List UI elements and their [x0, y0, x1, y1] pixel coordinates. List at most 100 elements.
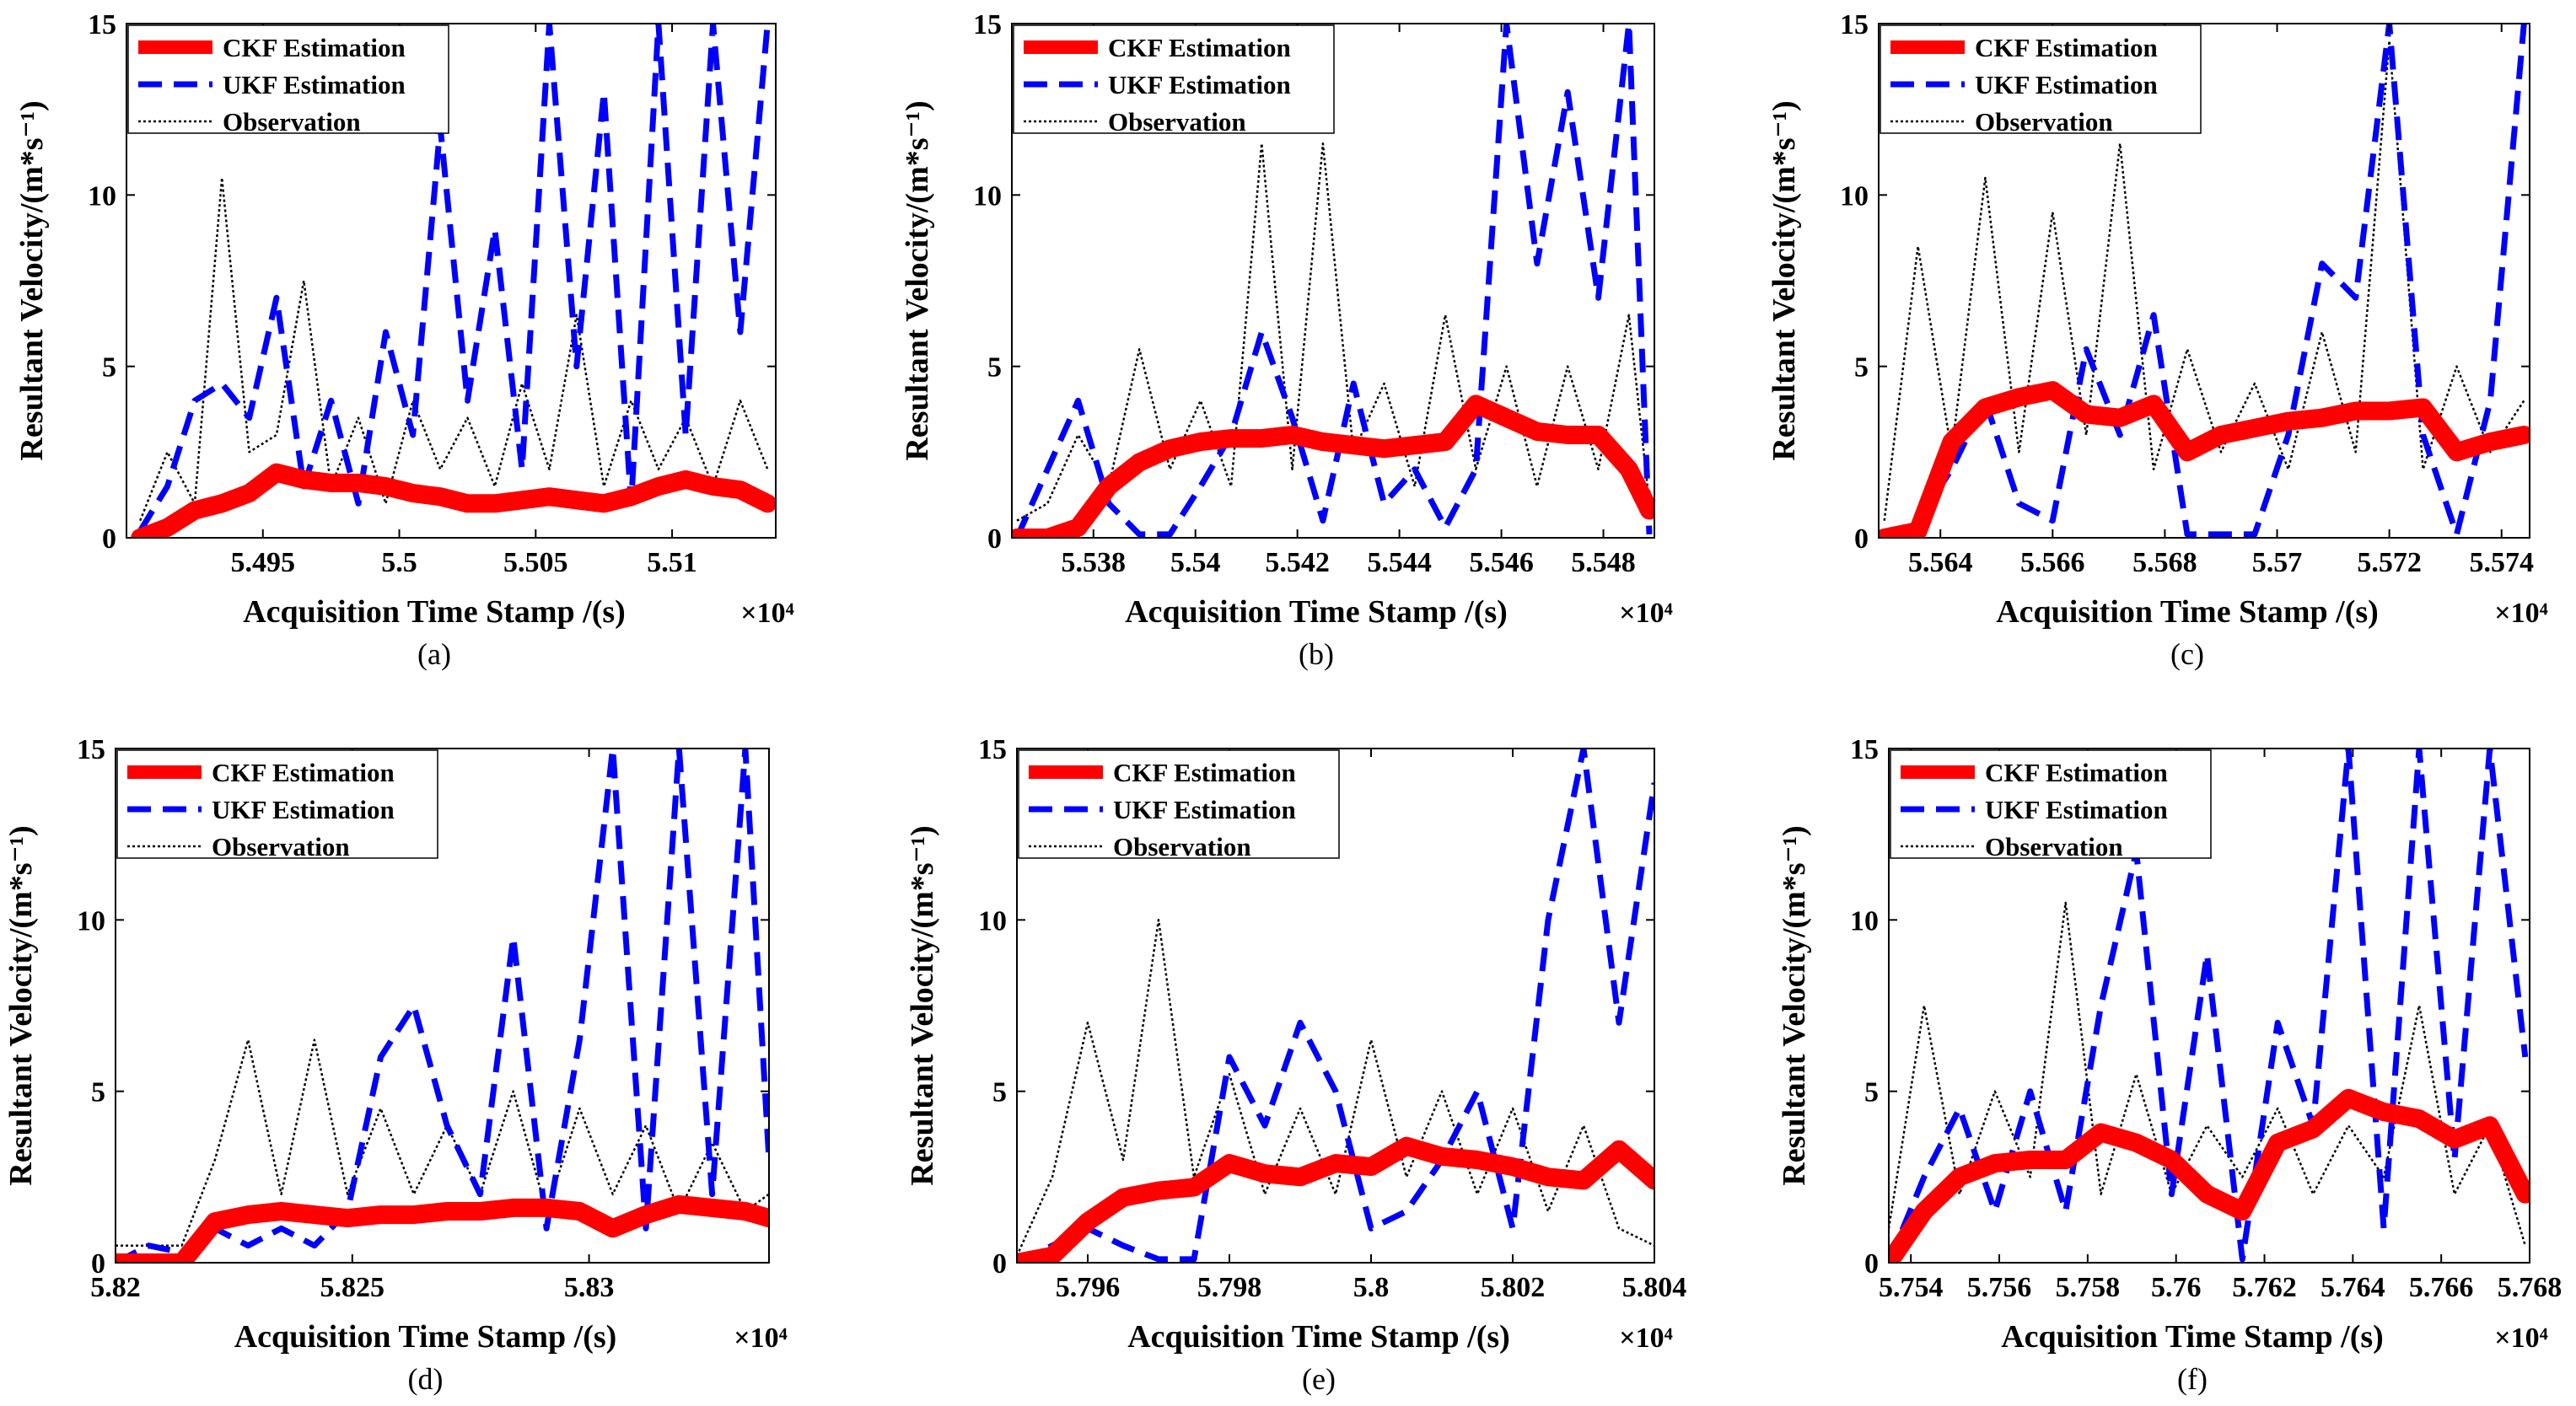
y-tick-label: 15: [77, 734, 105, 765]
x-axis-label: Acquisition Time Stamp /(s): [1127, 1319, 1510, 1355]
x-tick-label: 5.574: [2469, 547, 2534, 578]
legend-label-ckf: CKF Estimation: [1108, 33, 1291, 62]
panel-caption: (e): [1302, 1362, 1336, 1396]
y-tick-label: 5: [102, 352, 116, 384]
x-tick-label: 5.548: [1571, 547, 1636, 578]
legend-label-ukf: UKF Estimation: [1113, 795, 1296, 824]
x-tick-label: 5.764: [2321, 1272, 2385, 1303]
legend-label-ukf: UKF Estimation: [223, 70, 406, 99]
y-tick-label: 5: [987, 352, 1002, 384]
x-tick-label: 5.796: [1056, 1272, 1121, 1303]
series-line-ckf: [1879, 381, 2530, 538]
x-tick-label: 5.768: [2498, 1272, 2563, 1303]
y-tick-label: 5: [1864, 1077, 1879, 1108]
legend-label-observation: Observation: [223, 107, 361, 137]
x-exponent-label: ×10⁴: [2494, 1323, 2548, 1354]
chart-panel-a: 5.495 5.5 5.505 5.51 0 5 10 15 Acquisition Time …: [14, 9, 794, 671]
panel-caption: (a): [417, 637, 451, 671]
legend-label-observation: Observation: [1975, 107, 2113, 137]
x-tick-label: 5.572: [2357, 547, 2422, 578]
x-exponent-label: ×10⁴: [1619, 598, 1673, 629]
series-line-ckf: [116, 1194, 769, 1263]
legend-label-observation: Observation: [1985, 832, 2123, 861]
x-tick-label: 5.542: [1265, 547, 1330, 578]
x-tick-label: 5.76: [2151, 1272, 2202, 1303]
series-group: [1017, 749, 1654, 1263]
y-tick-label: 10: [978, 905, 1007, 936]
series-line-ukf: [116, 749, 769, 1263]
y-axis-label: Resultant Velocity/(m*s⁻¹): [1777, 825, 1812, 1185]
y-tick-label: 10: [1840, 180, 1869, 212]
x-exponent-label: ×10⁴: [1619, 1323, 1673, 1354]
y-tick-label: 5: [1854, 352, 1869, 384]
series-line-ckf: [1017, 1136, 1654, 1263]
x-tick-label: 5.825: [320, 1272, 385, 1303]
y-tick-label: 5: [992, 1077, 1007, 1108]
x-axis-label: Acquisition Time Stamp /(s): [1125, 594, 1508, 630]
x-tick-label: 5.5: [381, 547, 417, 578]
x-tick-label: 5.798: [1197, 1272, 1262, 1303]
y-tick-label: 15: [973, 9, 1002, 40]
x-axis-label: Acquisition Time Stamp /(s): [234, 1319, 617, 1355]
panel-caption: (b): [1299, 637, 1334, 671]
chart-panel-f: 5.754 5.756 5.758 5.76 5.762 5.764 5.766 5.768 0…: [1777, 734, 2562, 1396]
y-tick-label: 0: [987, 523, 1002, 555]
legend-label-ukf: UKF Estimation: [212, 795, 395, 824]
legend-label-ukf: UKF Estimation: [1975, 70, 2158, 99]
y-axis-label: Resultant Velocity/(m*s⁻¹): [14, 100, 50, 460]
series-line-ukf: [1883, 24, 2527, 538]
x-tick-label: 5.83: [564, 1272, 615, 1303]
y-tick-label: 10: [1850, 905, 1879, 936]
legend-label-ckf: CKF Estimation: [212, 758, 395, 787]
series-group: [1012, 24, 1654, 538]
x-tick-label: 5.538: [1062, 547, 1127, 578]
legend-label-ckf: CKF Estimation: [1985, 758, 2168, 787]
y-tick-label: 0: [91, 1248, 105, 1280]
x-tick-label: 5.802: [1481, 1272, 1546, 1303]
x-tick-label: 5.756: [1967, 1272, 2032, 1303]
legend-label-observation: Observation: [212, 832, 350, 861]
legend: CKF Estimation UKF Estimation Observation: [1013, 24, 1335, 137]
y-axis-label: Resultant Velocity/(m*s⁻¹): [3, 825, 39, 1185]
x-tick-label: 5.546: [1469, 547, 1534, 578]
series-group: [116, 749, 769, 1263]
y-tick-label: 0: [992, 1248, 1007, 1280]
x-tick-label: 5.82: [90, 1272, 141, 1303]
series-line-observation: [1017, 919, 1654, 1257]
x-tick-label: 5.8: [1353, 1272, 1390, 1303]
series-line-ckf: [1889, 1088, 2530, 1263]
x-tick-label: 5.566: [2020, 547, 2085, 578]
chart-panel-c: 5.564 5.566 5.568 5.57 5.572 5.574 0 5 10 15 Acqui…: [1767, 9, 2548, 671]
series-group: [131, 24, 776, 538]
x-tick-label: 5.758: [2056, 1272, 2121, 1303]
y-axis-label: Resultant Velocity/(m*s⁻¹): [905, 825, 940, 1185]
legend-label-ukf: UKF Estimation: [1108, 70, 1291, 99]
legend: CKF Estimation UKF Estimation Observation: [1880, 24, 2202, 137]
series-line-observation: [116, 1038, 769, 1247]
x-tick-label: 5.762: [2232, 1272, 2297, 1303]
x-tick-label: 5.568: [2132, 547, 2197, 578]
axes-frame: [1888, 748, 2530, 1264]
x-tick-label: 5.495: [231, 547, 296, 578]
y-tick-label: 10: [973, 180, 1002, 212]
y-tick-label: 10: [88, 180, 116, 212]
y-tick-label: 0: [1854, 523, 1869, 555]
y-tick-label: 10: [77, 905, 105, 936]
panel-caption: (d): [408, 1362, 444, 1396]
x-exponent-label: ×10⁴: [734, 1323, 788, 1354]
chart-panel-d: 5.82 5.825 5.83 0 5 10 15 Acquisition Time Stam…: [3, 734, 788, 1396]
x-axis-label: Acquisition Time Stamp /(s): [2001, 1319, 2384, 1355]
x-tick-label: 5.57: [2252, 547, 2303, 578]
x-tick-label: 5.804: [1622, 1272, 1687, 1303]
y-tick-label: 15: [1840, 9, 1869, 40]
legend-label-ckf: CKF Estimation: [1113, 758, 1296, 787]
x-tick-label: 5.754: [1879, 1272, 1944, 1303]
x-tick-label: 5.544: [1367, 547, 1432, 578]
axes-frame: [1878, 23, 2530, 539]
legend: CKF Estimation UKF Estimation Observation: [116, 749, 438, 861]
x-axis-label: Acquisition Time Stamp /(s): [1996, 594, 2379, 630]
series-group: [1879, 24, 2530, 538]
series-group: [1889, 749, 2530, 1263]
series-line-observation: [139, 176, 769, 522]
